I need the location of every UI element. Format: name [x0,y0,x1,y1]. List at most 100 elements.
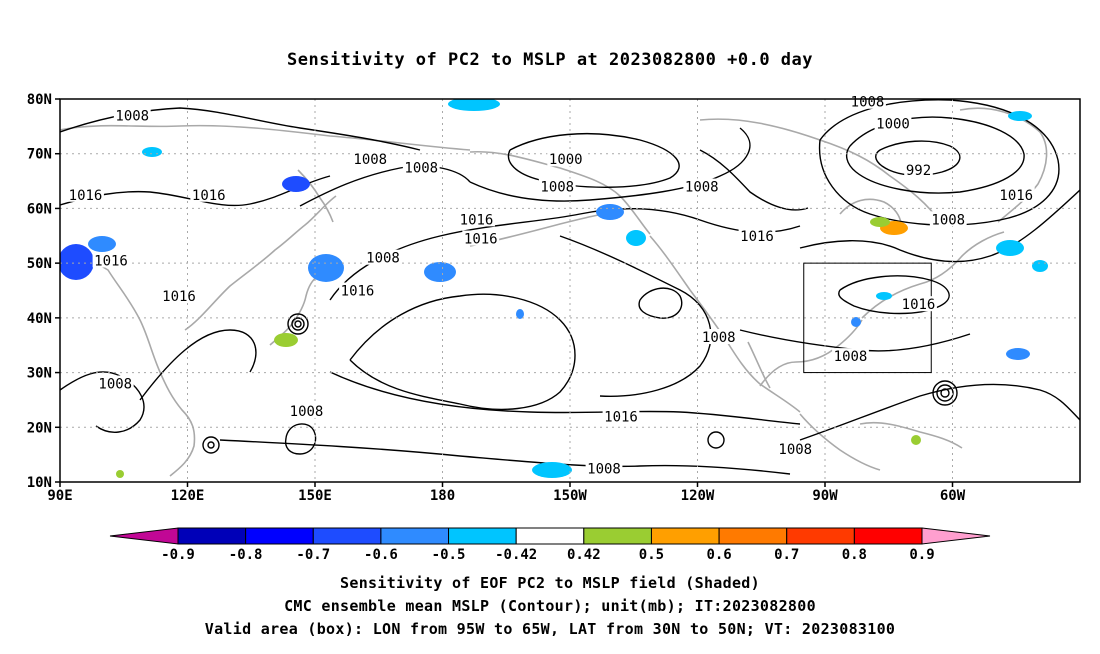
isobar-1008-low [818,99,1060,226]
contour-label: 1008 [290,404,324,420]
lat-label: 30N [27,366,52,382]
contour-label-bg [458,211,495,227]
lon-label: 60W [940,488,966,504]
isobar-1008-ne-pacific [699,149,809,211]
contour-label-bg [776,441,814,457]
shade-patch [911,435,921,445]
contour-label: 1016 [94,253,128,269]
shade-patch [626,230,646,246]
contour-label-bg [904,162,933,178]
colorbar-swatch [177,527,247,545]
contour-label-bg [683,178,721,194]
colorbar-end-right [921,527,991,545]
isobar-1008-india [60,371,145,433]
contour-label: 1016 [192,188,226,204]
contour-label-bg [113,107,151,123]
isobar-1008-south [219,439,791,475]
coastlines [60,107,1048,477]
coastline-central-america [799,413,881,471]
contour-label: 1008 [115,108,149,124]
contour-label-bg [364,249,402,265]
contour-label-bg [738,227,776,243]
latitude-labels: 80N 70N 60N 50N 40N 30N 20N 10N [27,92,60,491]
contour-label-bg [402,159,440,175]
shade-patch [996,240,1024,256]
shade-patch [532,462,572,478]
coastline-caribbean [859,421,963,449]
isobar-1000-bering [507,133,680,188]
isobar-1016-east-na [838,275,950,315]
colorbar-swatch [515,527,585,545]
isobar-1008-gulf [739,329,971,352]
lat-label: 60N [27,201,52,217]
contour-label-bg [997,186,1035,202]
isobar-1000-low [845,116,1025,194]
contour-label-bg [929,211,967,227]
lat-label: 10N [27,475,52,491]
contour-label-bg [67,186,104,202]
colorbar-label: 0.9 [909,547,934,563]
lon-label: 150W [553,488,587,504]
contour-label-bg [339,282,376,298]
coastline-greenland [959,107,1048,223]
scs-vortex-inner [207,441,215,449]
colorbar-swatch [583,527,652,545]
lon-label: 90W [812,488,838,504]
colorbar-end-left [109,527,179,545]
contour-label: 1008 [540,180,574,196]
contour-label: 1008 [702,330,736,346]
isobar-1016-atlantic [799,189,1080,263]
coastline-baja [747,341,771,389]
colorbar-label: -0.42 [495,547,537,563]
isobar-1008-siberia [299,165,471,207]
contour-label-bg [160,287,198,303]
shade-patch [424,262,456,282]
isobar-1008-scs [139,329,257,401]
shade-patch [308,254,344,282]
contour-label: 1008 [834,349,868,365]
colorbar-swatch [245,527,314,545]
hurricane-vortex-inner [940,388,950,398]
isobar-1016-pacific-ridge [559,235,712,397]
scs-vortex [202,436,220,454]
shade-patch [142,147,162,157]
contour-label: 1000 [549,152,583,168]
colorbar [109,527,991,545]
isobar-1016-oval [638,287,683,319]
typhoon-vortex-mid [291,317,305,331]
lat-label: 20N [27,420,52,436]
typhoon-vortex-inner [294,320,302,328]
contour-label-bg [288,402,325,418]
contour-label-bg [351,151,389,167]
lon-label: 120E [171,488,205,504]
lon-label: 120W [681,488,715,504]
contour-label: 1016 [902,297,936,313]
colorbar-swatch [380,527,450,545]
contour-label: 1016 [740,229,774,245]
oval-150e [284,423,317,455]
epac-vortex [707,431,725,449]
shade-patch [60,244,94,280]
colorbar-swatch [786,527,855,545]
coastline-na-west [649,235,801,413]
shade-patch [282,176,310,192]
colorbar-swatch [448,527,517,545]
lat-label: 70N [27,147,52,163]
sensitivity-shading [60,99,1048,478]
coastline-siberia-north [60,124,471,151]
chart-title: Sensitivity of PC2 to MSLP at 2023082800… [286,50,813,70]
contour-labels: 1008 1008 1008 1000 1008 1008 1008 1000 992 1016 1… [67,93,1035,477]
shade-patch [274,333,298,347]
colorbar-swatch [650,527,720,545]
contour-label: 1008 [353,152,387,168]
lon-label: 90E [47,488,72,504]
coastline-canada-arctic [699,118,941,223]
shade-patch [516,309,524,319]
lon-label: 180 [430,488,455,504]
coastline-alaska [469,150,651,235]
shade-patch [88,236,116,252]
colorbar-swatch [312,527,382,545]
colorbar-label: 0.6 [706,547,731,563]
